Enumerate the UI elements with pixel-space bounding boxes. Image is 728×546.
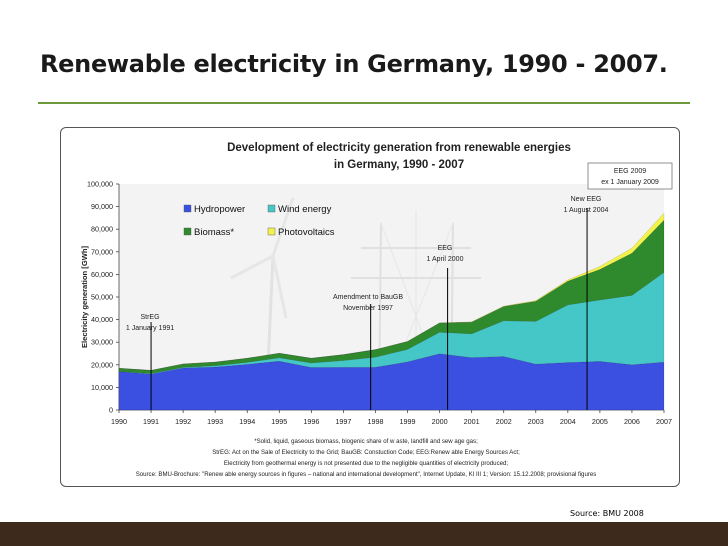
- x-tick-label: 2003: [528, 417, 544, 426]
- annotation-line: 1 January 1991: [126, 325, 174, 332]
- x-tick-label: 1994: [239, 417, 255, 426]
- x-tick-label: 1995: [271, 417, 287, 426]
- slide-title: Renewable electricity in Germany, 1990 -…: [40, 50, 668, 78]
- y-tick-label: 80,000: [91, 225, 113, 234]
- annotation-line: Amendment to BauGB: [333, 294, 403, 301]
- annotation-line: EEG: [438, 245, 453, 252]
- y-tick-label: 20,000: [91, 360, 113, 369]
- y-tick-label: 40,000: [91, 315, 113, 324]
- x-tick-label: 2002: [496, 417, 512, 426]
- series-area-wind-energy: [118, 271, 665, 375]
- x-tick-label: 2005: [592, 417, 608, 426]
- legend-label: Hydropower: [194, 204, 245, 215]
- x-tick-label: 2007: [656, 417, 672, 426]
- background-decor-line: [271, 255, 288, 319]
- series-area-biomass: [118, 219, 665, 374]
- x-tick-label: 2001: [464, 417, 480, 426]
- x-tick-label: 1990: [111, 417, 127, 426]
- x-tick-label: 1996: [303, 417, 319, 426]
- background-decor-line: [230, 254, 274, 280]
- y-tick-label: 10,000: [91, 383, 113, 392]
- footnote-line: StrEG: Act on the Sale of Electricity to…: [212, 449, 520, 456]
- legend-swatch: [267, 204, 276, 213]
- footer-bar: [0, 522, 728, 546]
- x-tick-label: 1992: [175, 417, 191, 426]
- legend-label: Wind energy: [278, 204, 332, 215]
- y-tick-label: 70,000: [91, 247, 113, 256]
- legend-label: Photovoltaics: [278, 227, 335, 238]
- legend-swatch: [183, 204, 192, 213]
- y-tick-label: 0: [109, 406, 113, 415]
- footnote-line: *Solid, liquid, gaseous biomass, biogeni…: [254, 438, 478, 445]
- annotation-line: StrEG: [140, 314, 159, 321]
- legend-label: Biomass*: [194, 227, 234, 238]
- y-tick-label: 100,000: [87, 180, 113, 189]
- x-tick-label: 1997: [335, 417, 351, 426]
- chart-title-line-1: Development of electricity generation fr…: [227, 142, 571, 154]
- x-tick-label: 2006: [624, 417, 640, 426]
- chart-title-line-2: in Germany, 1990 - 2007: [334, 159, 464, 171]
- footnote-line: Source: BMU-Brochure: "Renew able energy…: [136, 471, 597, 478]
- renewable-electricity-chart: Development of electricity generation fr…: [80, 142, 673, 478]
- y-tick-label: 60,000: [91, 270, 113, 279]
- annotation-line: ex 1 January 2009: [601, 179, 659, 186]
- annotation-line: New EEG: [571, 196, 602, 203]
- chart-frame: Development of electricity generation fr…: [60, 127, 680, 487]
- x-tick-label: 1998: [367, 417, 383, 426]
- source-label: Source: BMU 2008: [570, 509, 644, 518]
- background-decor-line: [271, 197, 295, 257]
- y-tick-label: 90,000: [91, 202, 113, 211]
- x-tick-label: 1993: [207, 417, 223, 426]
- annotation-box-eeg-2009: [587, 162, 673, 190]
- x-tick-label: 1991: [143, 417, 159, 426]
- legend-swatch: [267, 227, 276, 236]
- x-tick-label: 2000: [432, 417, 448, 426]
- y-axis-label: Electricity generation [GWh]: [80, 245, 89, 348]
- title-divider: [38, 102, 690, 104]
- x-tick-label: 2004: [560, 417, 576, 426]
- annotation-line: November 1997: [343, 305, 393, 312]
- y-tick-label: 30,000: [91, 338, 113, 347]
- annotation-line: 1 August 2004: [564, 207, 609, 214]
- x-tick-label: 1999: [400, 417, 416, 426]
- legend-swatch: [183, 227, 192, 236]
- annotation-line: 1 April 2000: [427, 256, 464, 263]
- footnote-line: Electricity from geothermal energy is no…: [224, 460, 508, 467]
- series-area-photovoltaics: [118, 212, 665, 371]
- annotation-line: EEG 2009: [614, 168, 646, 175]
- y-tick-label: 50,000: [91, 293, 113, 302]
